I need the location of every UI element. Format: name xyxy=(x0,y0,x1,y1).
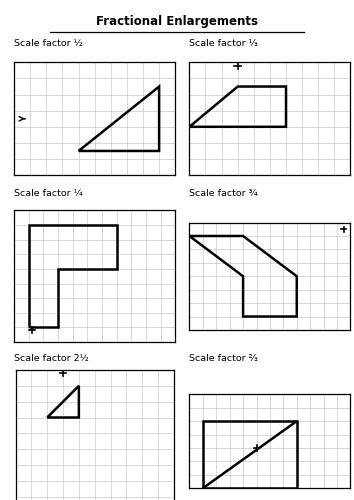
Text: Scale factor ¼: Scale factor ¼ xyxy=(14,190,83,198)
Text: Scale factor ¾: Scale factor ¾ xyxy=(189,190,258,198)
Text: Scale factor ½: Scale factor ½ xyxy=(14,40,83,48)
Text: Fractional Enlargements: Fractional Enlargements xyxy=(96,15,258,28)
Text: Scale factor ⅓: Scale factor ⅓ xyxy=(189,40,258,48)
Text: Scale factor 2½: Scale factor 2½ xyxy=(14,354,89,363)
Text: Scale factor ⅔: Scale factor ⅔ xyxy=(189,354,258,363)
